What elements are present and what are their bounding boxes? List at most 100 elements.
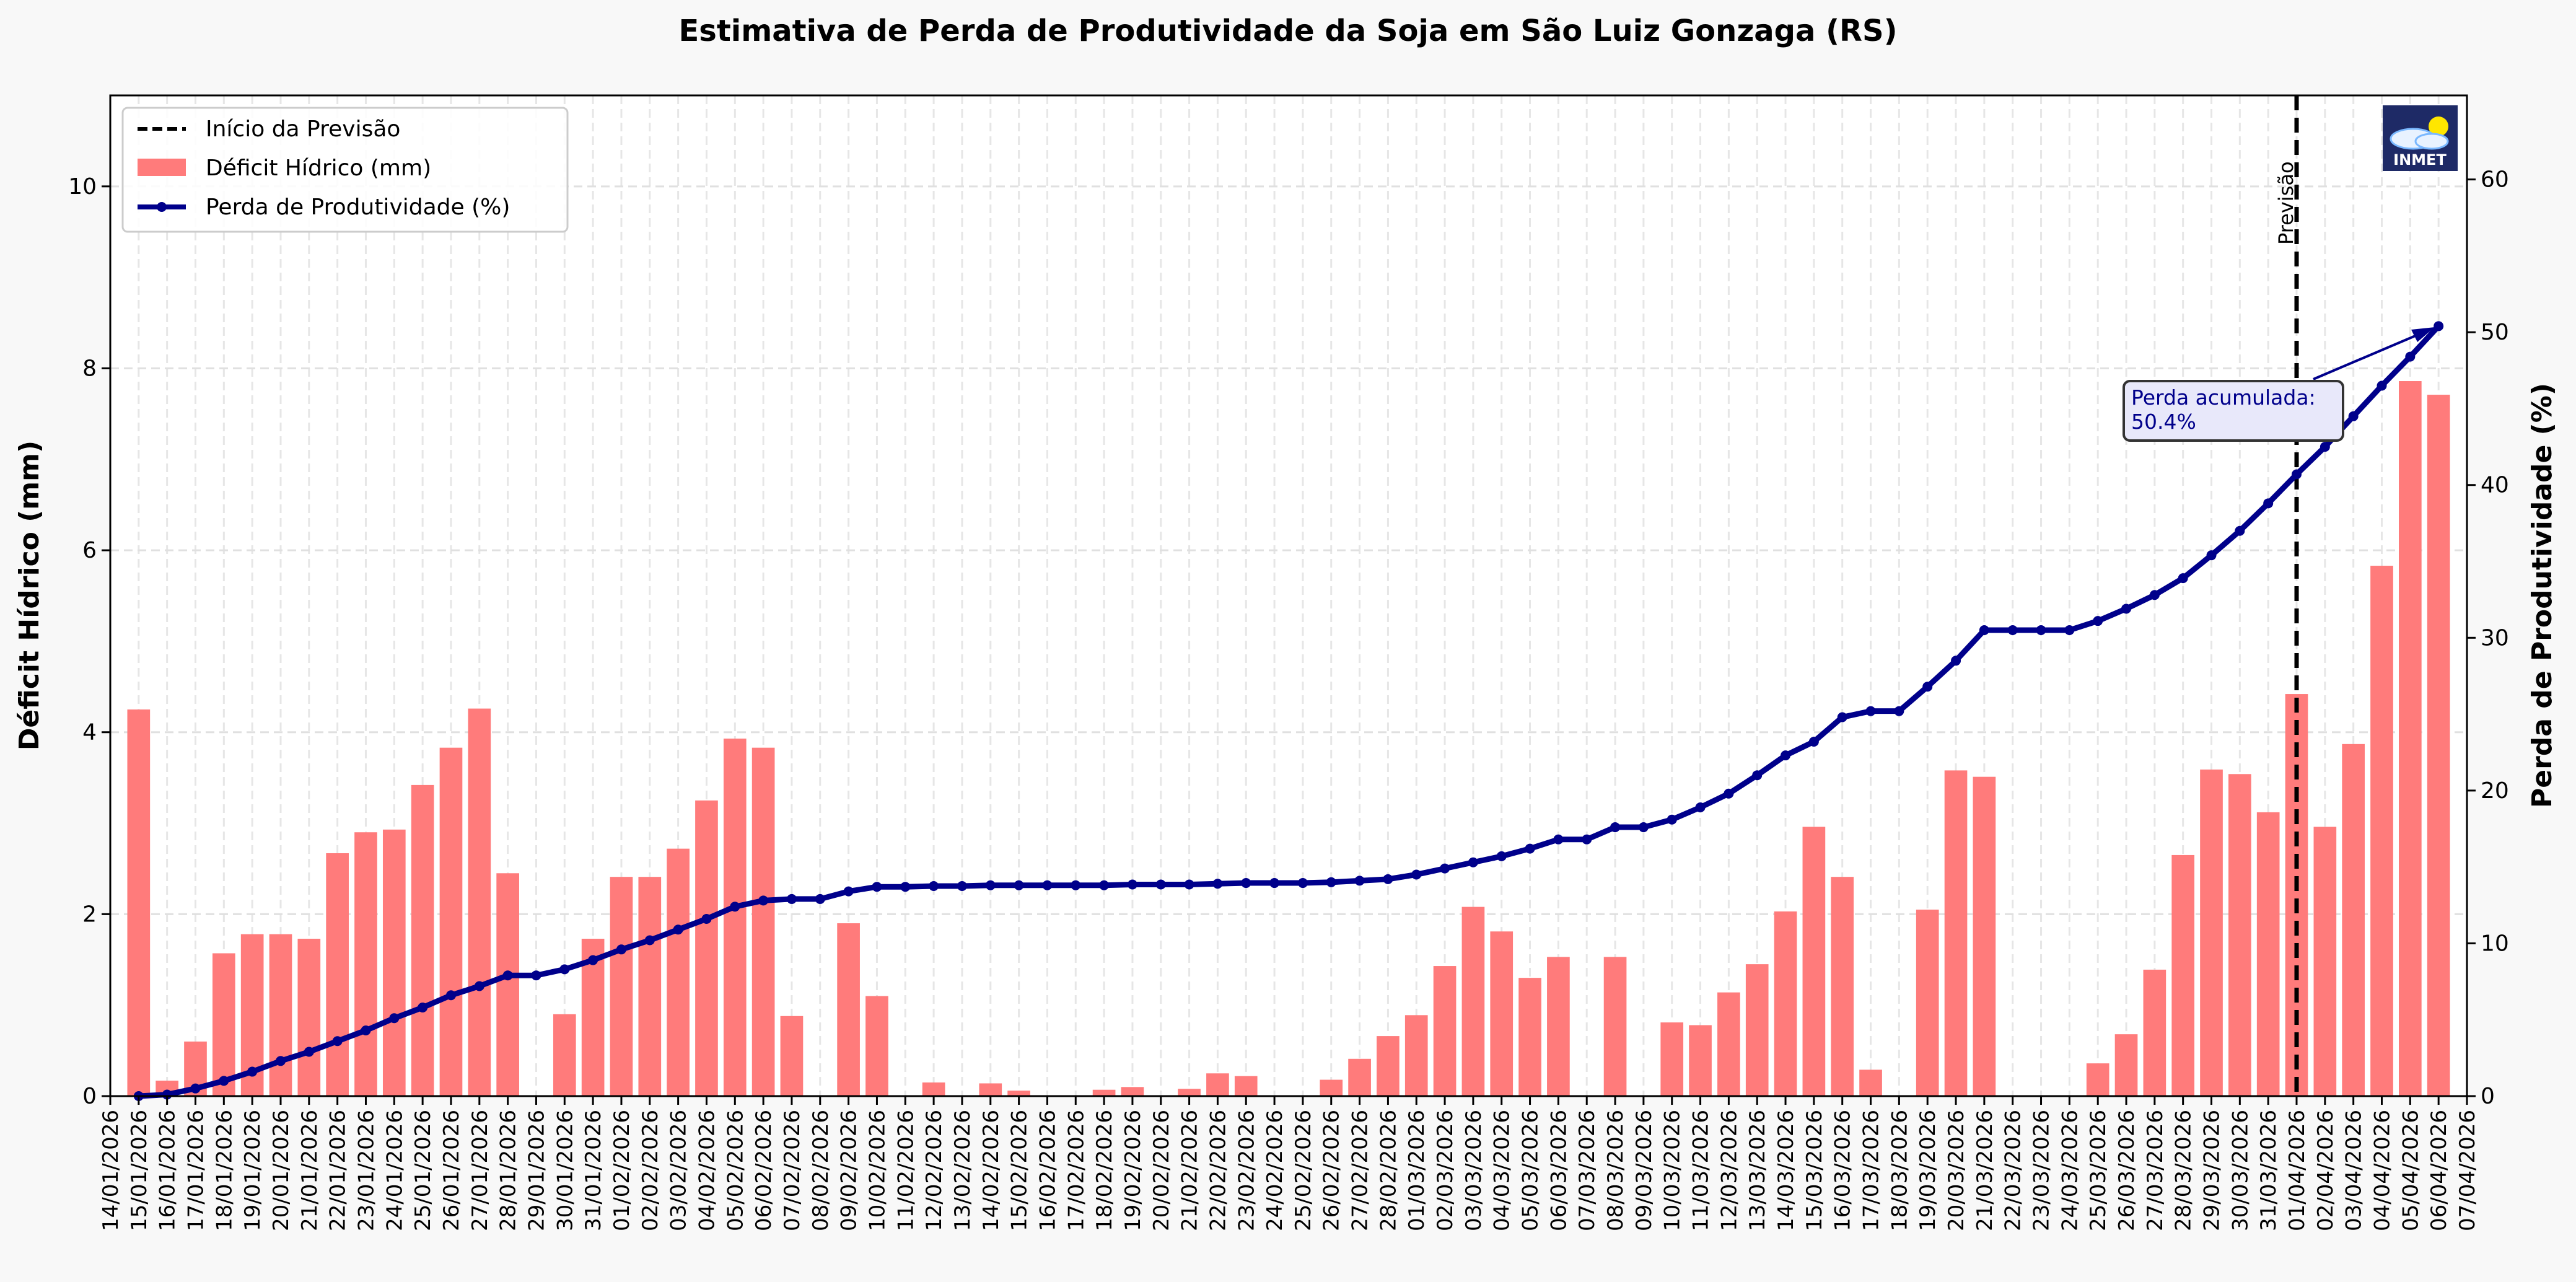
x-tick-label: 24/01/2026 bbox=[382, 1110, 407, 1231]
loss-point bbox=[2434, 321, 2444, 331]
loss-annotation: Perda acumulada: 50.4% bbox=[2123, 327, 2435, 442]
loss-point bbox=[1695, 802, 1706, 812]
deficit-bar bbox=[1547, 957, 1570, 1096]
loss-point bbox=[644, 935, 655, 946]
loss-point bbox=[2235, 525, 2245, 536]
x-tick-label: 24/02/2026 bbox=[1263, 1110, 1287, 1231]
y-left-tick-label: 0 bbox=[82, 1084, 97, 1109]
x-tick-label: 18/03/2026 bbox=[1887, 1110, 1912, 1231]
loss-point bbox=[1837, 712, 1847, 722]
loss-point bbox=[2405, 351, 2416, 362]
deficit-bar bbox=[2086, 1063, 2109, 1096]
deficit-bar bbox=[1973, 776, 1996, 1096]
loss-point bbox=[1241, 878, 1251, 889]
x-axis: 14/01/2026 15/01/2026 16/01/2026 17/01/2026… bbox=[99, 1096, 2480, 1231]
x-tick-label: 05/04/2026 bbox=[2398, 1110, 2423, 1231]
loss-point bbox=[1127, 879, 1137, 890]
deficit-bar bbox=[1092, 1089, 1116, 1096]
loss-point bbox=[1894, 706, 1904, 716]
loss-point bbox=[2121, 604, 2132, 614]
deficit-bar bbox=[695, 800, 718, 1096]
deficit-bar bbox=[667, 848, 690, 1096]
x-tick-label: 29/01/2026 bbox=[524, 1110, 549, 1231]
forecast-label: Previsão bbox=[2274, 161, 2298, 245]
x-tick-label: 23/01/2026 bbox=[354, 1110, 379, 1231]
deficit-bar bbox=[127, 709, 151, 1096]
loss-point bbox=[502, 970, 513, 981]
loss-point bbox=[1496, 851, 1507, 861]
loss-point bbox=[957, 880, 967, 891]
loss-point bbox=[1326, 877, 1336, 887]
x-tick-label: 09/02/2026 bbox=[837, 1110, 862, 1231]
loss-point bbox=[900, 882, 911, 892]
deficit-bar bbox=[2399, 381, 2422, 1097]
x-tick-label: 13/03/2026 bbox=[1745, 1110, 1770, 1231]
loss-point bbox=[1071, 880, 1081, 890]
x-tick-label: 27/03/2026 bbox=[2143, 1110, 2168, 1231]
loss-point bbox=[616, 944, 626, 955]
deficit-bar bbox=[496, 873, 519, 1096]
deficit-bar bbox=[1916, 910, 1939, 1096]
x-tick-label: 30/03/2026 bbox=[2228, 1110, 2253, 1231]
x-tick-label: 06/04/2026 bbox=[2427, 1110, 2451, 1231]
x-tick-label: 03/02/2026 bbox=[667, 1110, 691, 1231]
x-tick-label: 31/01/2026 bbox=[581, 1110, 606, 1231]
deficit-bar bbox=[1660, 1022, 1684, 1096]
x-tick-label: 03/04/2026 bbox=[2342, 1110, 2367, 1231]
loss-point bbox=[2348, 411, 2359, 421]
loss-point bbox=[1184, 879, 1194, 890]
loss-point bbox=[1212, 879, 1223, 889]
loss-point bbox=[275, 1056, 286, 1066]
logo-text: INMET bbox=[2393, 151, 2447, 169]
deficit-bar bbox=[922, 1082, 945, 1096]
loss-point bbox=[1354, 876, 1365, 886]
loss-point bbox=[559, 964, 570, 975]
loss-point bbox=[1951, 656, 1961, 666]
x-tick-label: 20/01/2026 bbox=[269, 1110, 294, 1231]
deficit-bar bbox=[979, 1083, 1002, 1096]
y-right-tick-label: 50 bbox=[2481, 320, 2509, 345]
loss-point bbox=[1297, 878, 1308, 889]
deficit-bar bbox=[326, 853, 349, 1096]
deficit-bar bbox=[1206, 1073, 1229, 1096]
x-tick-label: 05/02/2026 bbox=[723, 1110, 748, 1231]
loss-point bbox=[1667, 814, 1677, 825]
loss-point bbox=[162, 1089, 172, 1100]
deficit-bar bbox=[269, 934, 292, 1096]
x-tick-label: 12/03/2026 bbox=[1717, 1110, 1741, 1231]
x-tick-label: 09/03/2026 bbox=[1632, 1110, 1657, 1231]
loss-point bbox=[2036, 625, 2046, 635]
loss-point bbox=[219, 1076, 229, 1086]
deficit-bar bbox=[1433, 966, 1457, 1096]
loss-point bbox=[247, 1066, 258, 1077]
x-tick-label: 04/02/2026 bbox=[694, 1110, 719, 1231]
x-tick-label: 16/02/2026 bbox=[1035, 1110, 1060, 1231]
deficit-bar bbox=[1178, 1089, 1201, 1096]
y-right-tick-label: 30 bbox=[2481, 625, 2509, 651]
loss-point bbox=[1781, 750, 1791, 761]
x-tick-label: 11/02/2026 bbox=[893, 1110, 918, 1231]
x-tick-label: 15/01/2026 bbox=[127, 1110, 152, 1231]
y-left-tick-label: 10 bbox=[68, 174, 97, 200]
x-tick-label: 28/02/2026 bbox=[1376, 1110, 1401, 1231]
deficit-bar bbox=[1603, 957, 1627, 1096]
x-tick-label: 01/02/2026 bbox=[610, 1110, 634, 1231]
loss-point bbox=[1865, 706, 1876, 716]
x-tick-label: 05/03/2026 bbox=[1518, 1110, 1543, 1231]
x-tick-label: 02/03/2026 bbox=[1433, 1110, 1458, 1231]
loss-point bbox=[1553, 834, 1564, 845]
deficit-bar bbox=[751, 747, 775, 1096]
deficit-bar bbox=[553, 1014, 576, 1096]
deficit-bar bbox=[1490, 931, 1514, 1096]
deficit-bar bbox=[2200, 769, 2223, 1096]
x-tick-label: 16/03/2026 bbox=[1831, 1110, 1855, 1231]
loss-point bbox=[730, 902, 740, 912]
y-right-tick-label: 0 bbox=[2481, 1084, 2495, 1109]
loss-point bbox=[2178, 573, 2188, 584]
loss-point bbox=[361, 1025, 371, 1035]
x-tick-label: 07/03/2026 bbox=[1575, 1110, 1600, 1231]
x-tick-label: 01/03/2026 bbox=[1404, 1110, 1429, 1231]
loss-point bbox=[389, 1013, 400, 1024]
deficit-bars bbox=[127, 381, 2450, 1097]
loss-point bbox=[2149, 590, 2160, 600]
